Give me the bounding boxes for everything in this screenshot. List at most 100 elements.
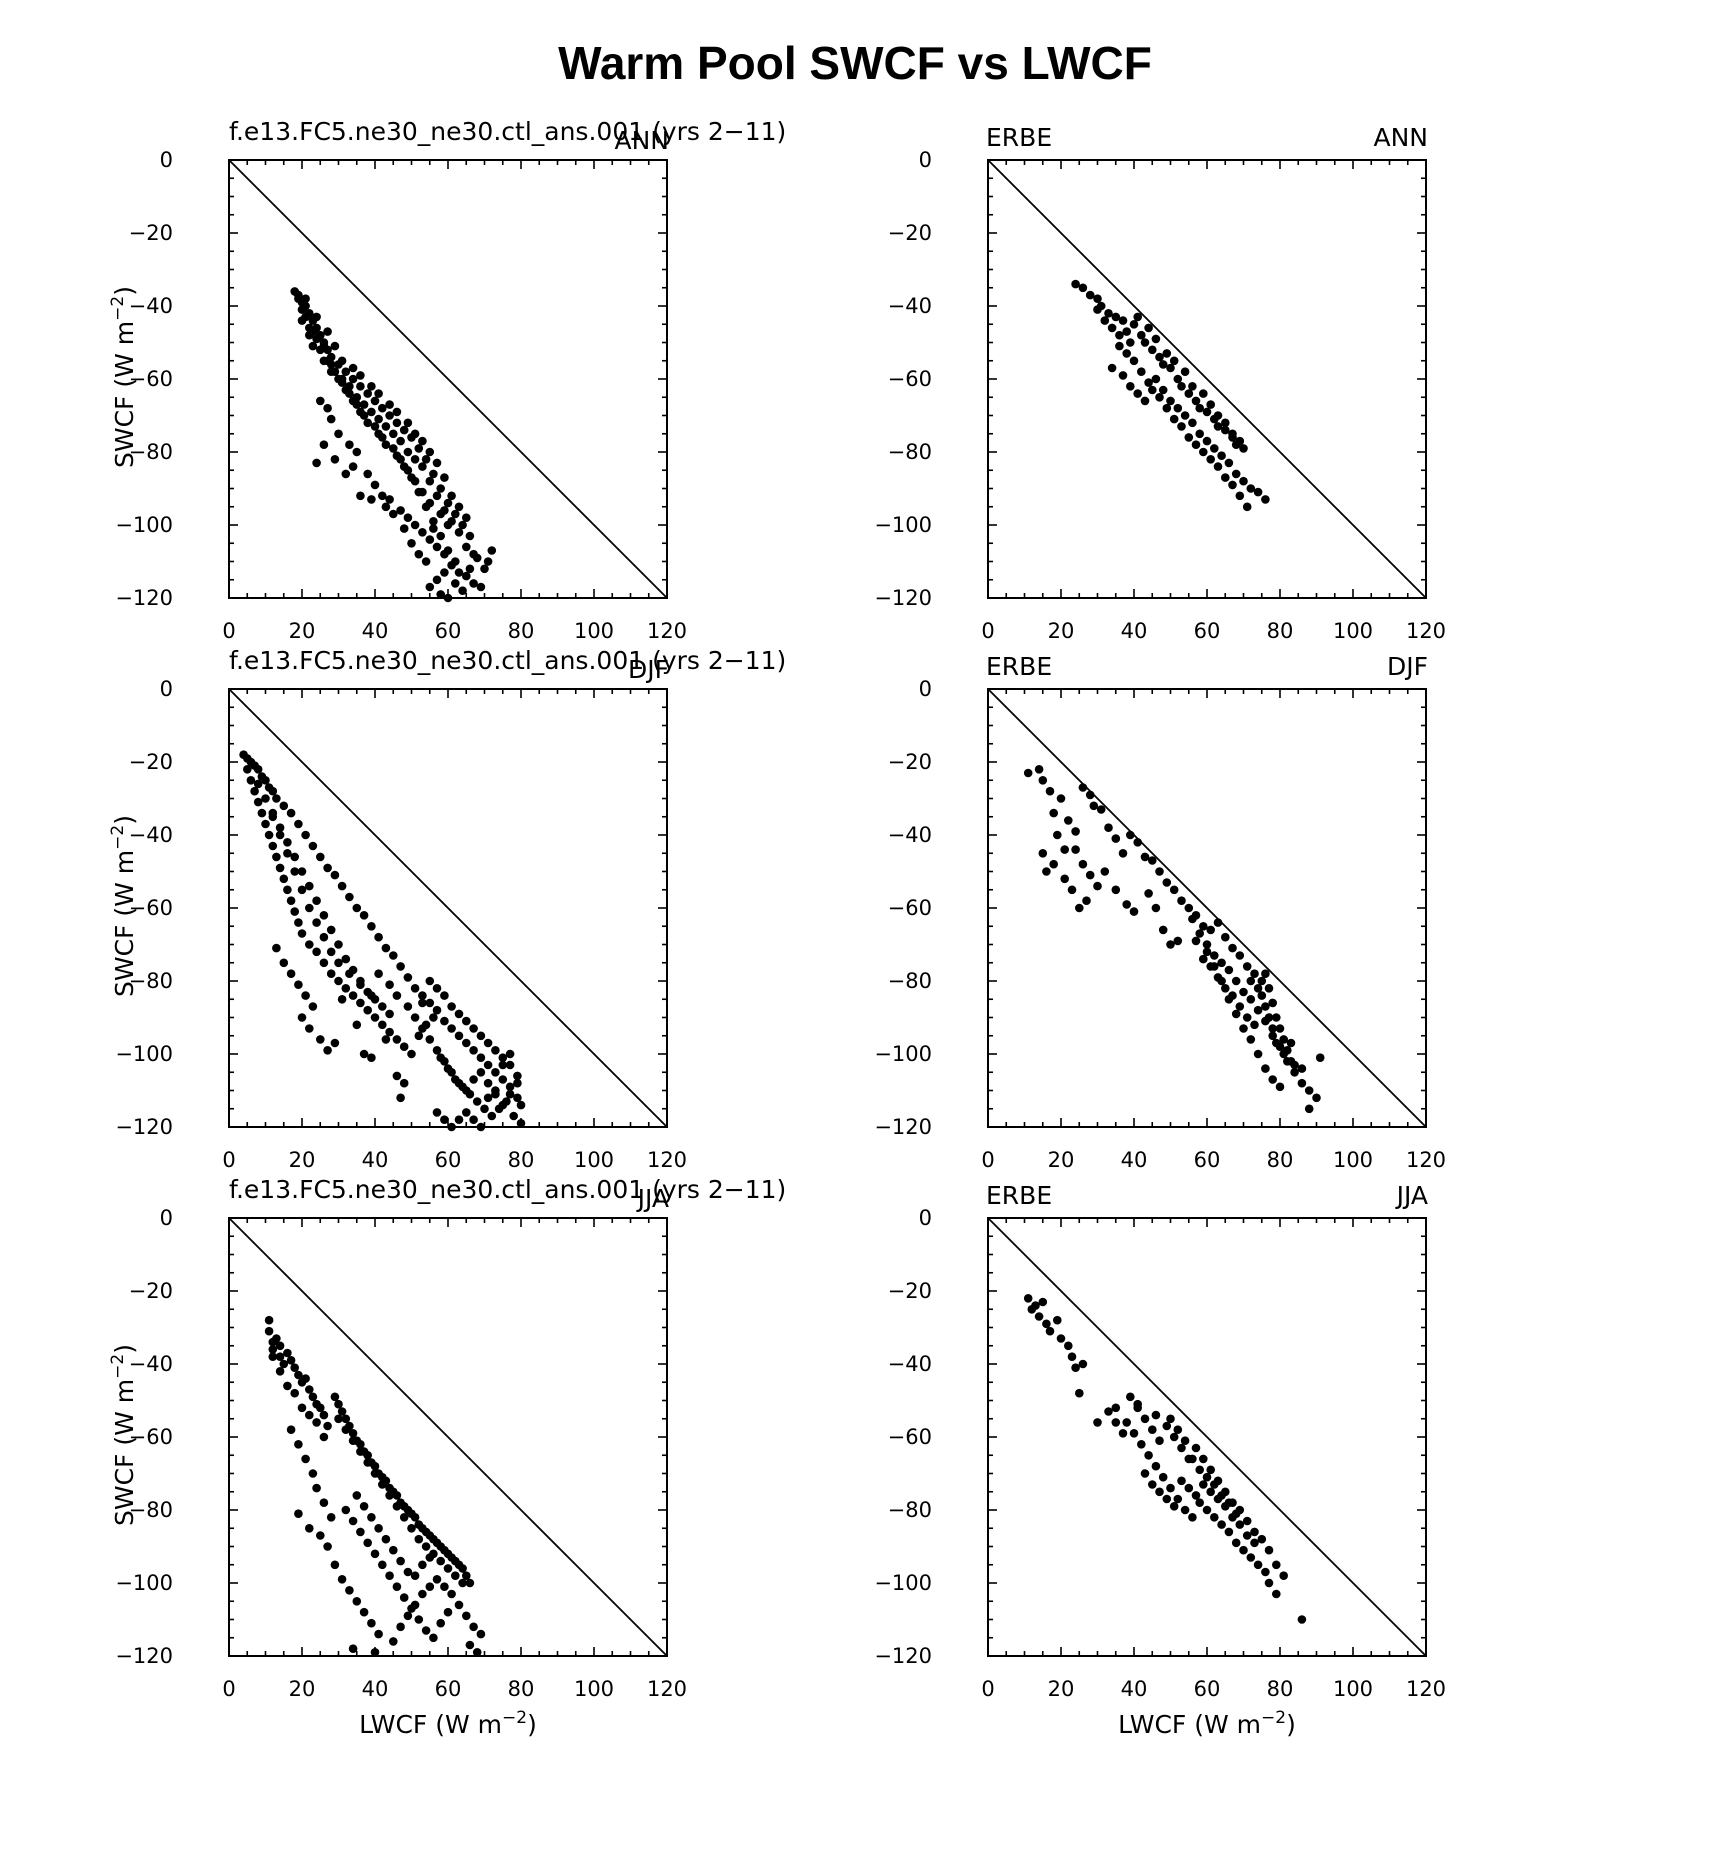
data-point [1261,969,1270,978]
data-point [421,1542,431,1551]
data-point [326,367,336,377]
data-point [407,1049,416,1059]
data-point [290,1388,300,1398]
data-point [414,549,424,559]
data-point [425,998,435,1008]
data-point [1155,393,1164,402]
data-point [396,962,405,971]
data-point [1213,918,1223,927]
data-point [399,1042,409,1051]
data-point [1184,1483,1194,1493]
data-point [345,440,354,450]
data-point [1089,801,1099,811]
y-tick-label: −120 [874,1115,932,1139]
data-point [414,444,424,453]
data-point [483,557,493,566]
x-tick-label: 0 [981,619,994,643]
data-point [305,1024,314,1033]
data-point [1297,1064,1307,1073]
data-point [1107,363,1117,373]
y-tick-label: −120 [115,586,173,610]
data-point [498,1100,508,1110]
data-point [374,932,383,942]
data-point [1111,1418,1121,1427]
data-point [454,1031,464,1041]
data-point [1126,1392,1135,1402]
data-point [1078,859,1088,869]
data-point [1290,1068,1299,1077]
data-point [407,473,416,482]
data-point [341,954,351,964]
data-point [476,1068,486,1077]
data-point [253,765,263,774]
data-point [440,1016,449,1026]
data-point [323,327,332,336]
data-point [1166,363,1175,373]
x-tick-label: 40 [362,1148,389,1172]
data-point [418,991,427,1000]
data-point [403,1611,413,1621]
data-point [447,1002,456,1011]
data-point [498,1075,508,1084]
data-point [1228,429,1237,439]
panel-right-label: DJF [1387,652,1428,681]
data-point [389,509,398,519]
data-point [425,1035,435,1044]
data-point [1217,451,1226,461]
data-point [356,407,365,417]
data-point [458,586,467,595]
data-point [1206,962,1215,971]
data-point [410,455,420,464]
data-point [385,1571,394,1580]
data-point [312,947,321,957]
data-point [283,838,292,847]
data-point [429,1633,438,1643]
data-point [370,480,380,490]
data-point [337,1575,347,1584]
data-point [465,564,475,574]
data-point [1169,356,1179,366]
data-point [462,542,471,552]
data-point [319,932,329,942]
data-point [323,1421,332,1431]
data-point [370,422,380,431]
data-point [319,911,329,920]
data-point [513,1071,522,1081]
data-point [250,786,259,796]
data-point [1195,429,1204,439]
data-point [305,1524,314,1533]
data-point [1239,476,1248,486]
data-point [1173,936,1183,946]
data-point [367,407,376,417]
data-point [389,951,398,960]
data-point [1213,411,1223,420]
data-point [352,447,362,457]
x-tick-label: 60 [1194,619,1221,643]
data-point [505,1082,515,1092]
data-point [356,1527,365,1537]
data-point [378,1002,387,1011]
x-tick-label: 120 [647,619,687,643]
data-point [1038,849,1048,858]
data-point [319,1410,329,1420]
data-point [370,1469,380,1478]
panel-erbe-djf: ERBE DJF 0 −20 −40 −60 −80 −100 −120 0 2… [874,652,1446,1172]
data-point [381,502,391,512]
data-point [454,528,464,537]
data-point [294,1509,303,1518]
y-tick-label: −100 [115,1571,173,1595]
data-point [374,414,383,424]
data-point [454,1600,464,1610]
data-point [1206,455,1215,464]
data-point [1056,1334,1066,1343]
data-point [465,531,475,541]
data-point [1151,334,1161,344]
data-point [1104,823,1113,832]
data-point [1144,378,1153,387]
data-point [1290,1060,1299,1070]
data-point [334,940,343,949]
data-point [418,528,427,537]
data-point [1224,1498,1234,1507]
data-point [275,863,285,873]
